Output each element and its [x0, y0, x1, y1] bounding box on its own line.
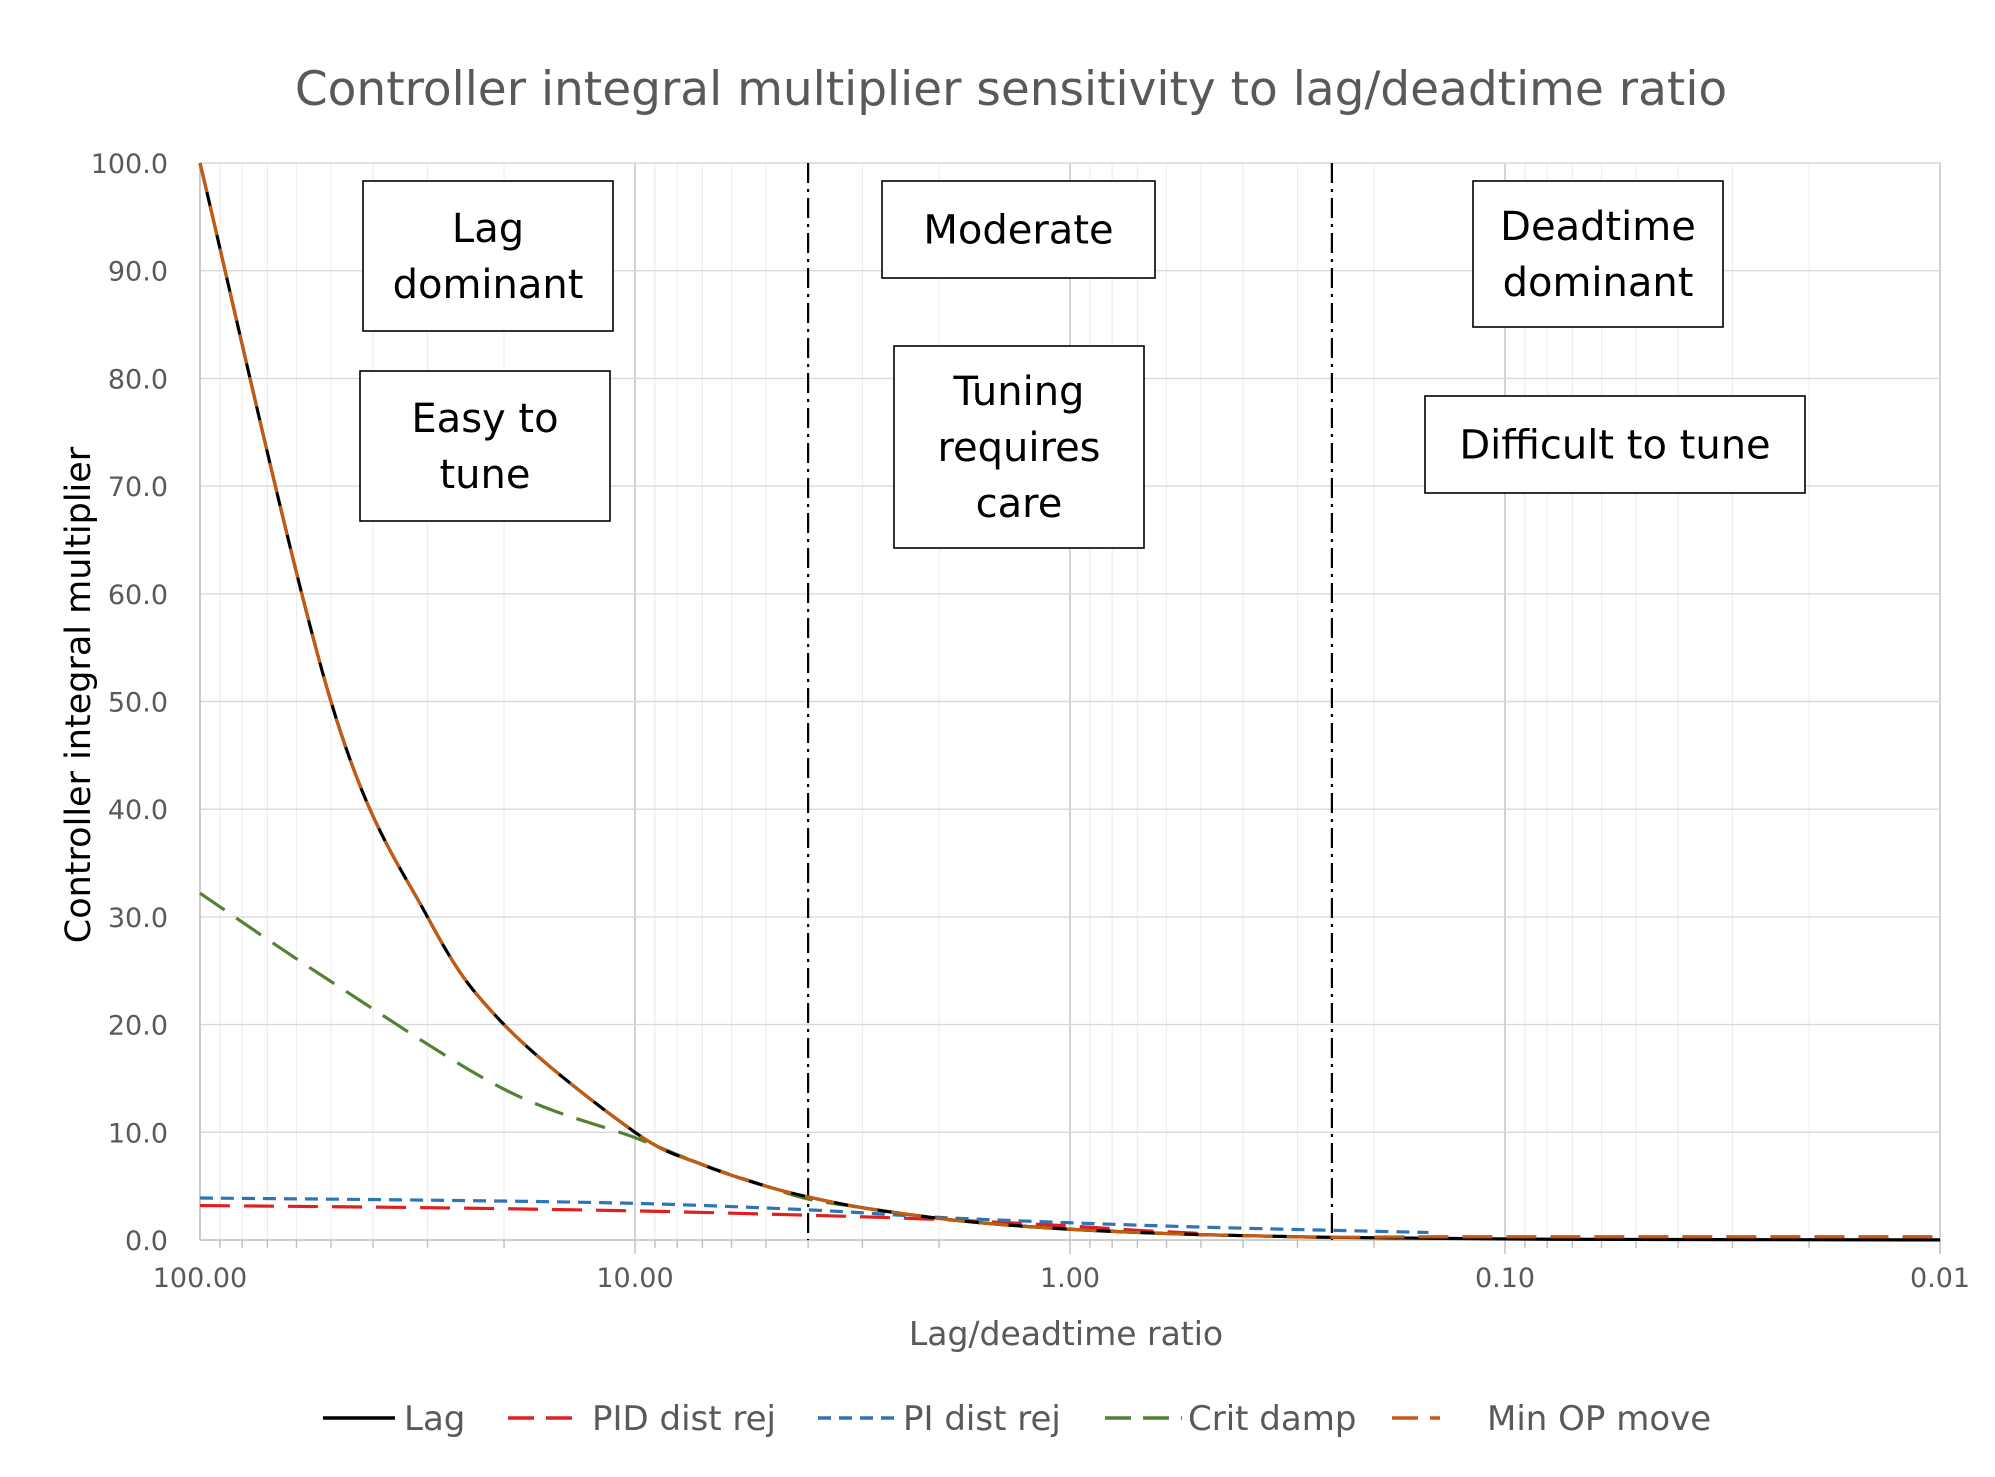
legend-item-pid-dist-rej: PID dist rej	[508, 1399, 776, 1439]
legend-item-min-op-move: Min OP move	[1392, 1399, 1711, 1439]
y-tick-label: 40.0	[108, 795, 168, 826]
annotation-box	[362, 180, 614, 332]
legend-item-crit-damp: Crit damp	[1105, 1399, 1356, 1439]
legend-label-pid-dist-rej: PID dist rej	[592, 1399, 776, 1439]
annotation-text: dominant	[1503, 260, 1694, 306]
legend: Lag PID dist rej PI dist rej Crit damp Min O…	[323, 1399, 1711, 1439]
annotation-text: Lag	[452, 206, 524, 252]
y-tick-label: 100.0	[91, 149, 168, 180]
y-tick-label: 10.0	[108, 1118, 168, 1149]
annotation-moderate: Moderate	[881, 180, 1156, 279]
annotation-difficult-to-tune: Difficult to tune	[1424, 395, 1806, 494]
chart-title: Controller integral multiplier sensitivi…	[295, 62, 1727, 117]
annotation-text: Tuning	[953, 369, 1085, 415]
annotation-text: Difficult to tune	[1459, 423, 1770, 469]
annotation-tuning-requires-care: Tuning requires care	[893, 345, 1145, 549]
annotation-text: dominant	[393, 262, 584, 308]
annotation-text: Moderate	[923, 208, 1113, 254]
y-tick-label: 50.0	[108, 688, 168, 719]
series-line-min-op-move	[198, 162, 1940, 1239]
annotation-box	[1472, 180, 1724, 328]
annotation-layer: Lag dominant Easy to tune Moderate Tuning requ…	[359, 180, 1806, 549]
annotation-text: care	[976, 481, 1063, 527]
annotation-text: Easy to	[411, 396, 558, 442]
legend-item-pi-dist-rej: PI dist rej	[818, 1399, 1061, 1439]
y-axis-label: Controller integral multiplier	[59, 446, 99, 943]
annotation-box	[893, 345, 1145, 549]
y-tick-label: 90.0	[108, 257, 168, 288]
annotation-text: Deadtime	[1500, 204, 1696, 250]
y-tick-label: 70.0	[108, 472, 168, 503]
annotation-easy-to-tune: Easy to tune	[359, 370, 611, 522]
legend-item-lag: Lag	[323, 1399, 465, 1439]
tick-labels: 100.00 10.00 1.00 0.10 0.01 0.0 10.0 20.0 30.0 40…	[91, 149, 1970, 1294]
annotation-box	[359, 370, 611, 522]
x-tick-label: 0.10	[1475, 1263, 1535, 1294]
annotation-box	[881, 180, 1156, 279]
legend-label-min-op-move: Min OP move	[1487, 1399, 1711, 1439]
x-tick-label: 10.00	[596, 1263, 673, 1294]
annotation-text: requires	[937, 425, 1100, 471]
reference-lines	[807, 163, 1333, 1240]
legend-label-lag: Lag	[404, 1399, 465, 1439]
series-line-pid-dist-rej	[199, 1203, 1202, 1236]
x-tick-label: 1.00	[1040, 1263, 1100, 1294]
x-tick-label: 0.01	[1910, 1263, 1970, 1294]
y-tick-label: 80.0	[108, 364, 168, 395]
y-tick-label: 30.0	[108, 903, 168, 934]
annotation-box	[1424, 395, 1806, 494]
y-tick-label: 0.0	[125, 1226, 168, 1257]
x-axis-label: Lag/deadtime ratio	[909, 1314, 1223, 1353]
x-tick-label: 100.00	[153, 1263, 247, 1294]
series-line-pi-dist-rej	[199, 1196, 1429, 1235]
annotation-deadtime-dominant: Deadtime dominant	[1472, 180, 1724, 328]
annotation-text: tune	[440, 452, 531, 498]
legend-label-crit-damp: Crit damp	[1188, 1399, 1356, 1439]
series-layer	[198, 162, 1941, 1242]
legend-label-pi-dist-rej: PI dist rej	[903, 1399, 1061, 1439]
y-tick-label: 60.0	[108, 580, 168, 611]
annotation-lag-dominant: Lag dominant	[362, 180, 614, 332]
y-tick-label: 20.0	[108, 1011, 168, 1042]
